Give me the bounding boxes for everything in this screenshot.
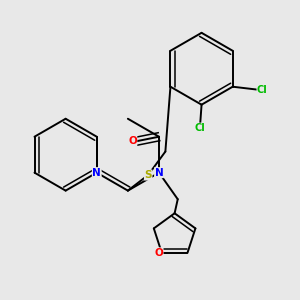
- Text: O: O: [128, 136, 137, 146]
- Text: N: N: [92, 168, 101, 178]
- Text: O: O: [154, 248, 163, 258]
- Text: Cl: Cl: [257, 85, 268, 95]
- Text: N: N: [154, 168, 164, 178]
- Text: Cl: Cl: [195, 123, 206, 133]
- Text: S: S: [144, 170, 152, 180]
